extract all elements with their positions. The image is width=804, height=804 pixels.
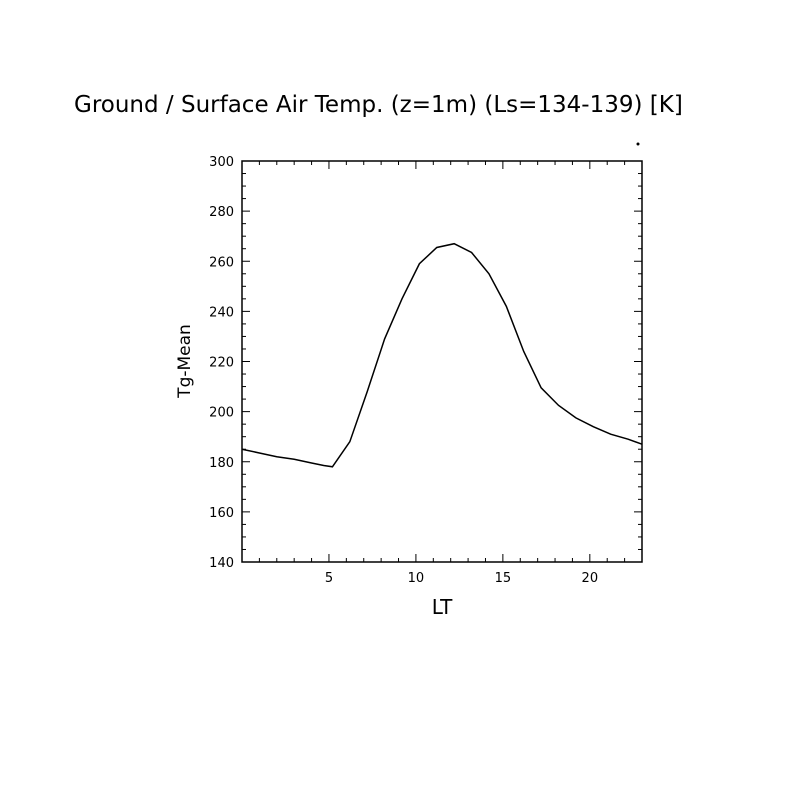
y-tick-label: 300 (209, 155, 234, 170)
x-tick-label: 10 (408, 571, 425, 586)
y-tick-label: 260 (209, 255, 234, 270)
y-tick-label: 280 (209, 205, 234, 220)
x-tick-label: 15 (495, 571, 512, 586)
series-line-tg-mean (241, 242, 643, 468)
y-tick-label: 140 (209, 556, 234, 571)
axis-ticks (241, 160, 643, 563)
x-tick-label: 5 (325, 571, 333, 586)
y-axis-label: Tg-Mean (175, 324, 195, 399)
tick-labels: 140 160 180 200 220 240 260 280 300 5 10 15 20 (209, 155, 598, 586)
y-tick-label: 160 (209, 506, 234, 521)
x-axis-label: LT (432, 595, 453, 619)
x-tick-label: 20 (582, 571, 599, 586)
corner-dot-marker (636, 142, 640, 146)
y-tick-label: 240 (209, 305, 234, 320)
plot-frame (241, 160, 643, 563)
y-tick-label: 220 (209, 356, 234, 371)
y-tick-label: 200 (209, 406, 234, 421)
y-tick-label: 180 (209, 456, 234, 471)
chart-title: Ground / Surface Air Temp. (z=1m) (Ls=13… (74, 92, 683, 118)
